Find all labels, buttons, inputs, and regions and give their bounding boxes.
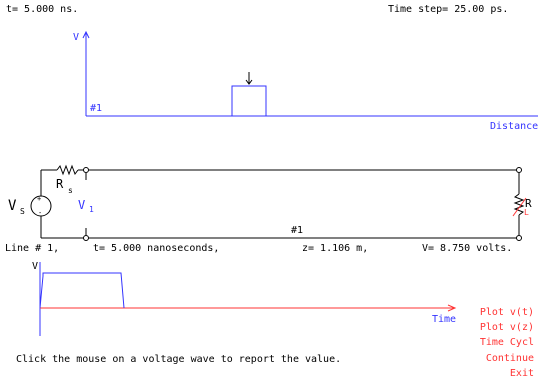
line-output-terminal-top — [516, 167, 522, 173]
time-readout: t= 5.000 ns. — [6, 4, 79, 15]
top-plot-voltage-wave — [86, 85, 267, 117]
line-output-terminal-bottom — [516, 235, 522, 241]
status-position: z= 1.106 m, — [302, 243, 369, 254]
series-resistor — [56, 164, 79, 176]
load-variable-arrow — [512, 197, 527, 217]
top-plot-pulse-marker-head — [245, 79, 253, 85]
line-input-terminal-top — [83, 167, 89, 173]
source-minus-sign: - — [38, 209, 42, 217]
top-plot-y-label: V — [73, 32, 80, 43]
source-plus-sign: + — [37, 195, 41, 203]
plot-vt-button[interactable]: Plot v(t) — [479, 307, 534, 318]
status-voltage: V= 8.750 volts. — [422, 243, 513, 254]
time-cycle-button[interactable]: Time Cycl — [479, 337, 534, 348]
load-label: R — [525, 197, 532, 210]
instruction-text: Click the mouse on a voltage wave to rep… — [16, 354, 342, 365]
status-line-number: Line # 1, — [5, 243, 60, 254]
bottom-plot-voltage-wave — [39, 272, 125, 309]
line-id-label: #1 — [291, 225, 304, 236]
line-voltage-label: V — [78, 198, 86, 212]
load-resistor — [513, 193, 525, 216]
load-label-subscript: L — [524, 208, 529, 217]
bottom-plot-x-label: Time — [432, 314, 457, 325]
top-plot-line-id: #1 — [90, 103, 103, 114]
circuit-schematic: + - — [30, 164, 527, 241]
top-plot-y-axis-arrow — [82, 30, 90, 39]
top-plot-x-label: Distance — [490, 121, 539, 132]
series-resistor-label: R — [56, 177, 64, 191]
plot-vz-button[interactable]: Plot v(z) — [479, 322, 534, 333]
line-voltage-label-subscript: 1 — [89, 205, 94, 214]
bottom-plot-time-axis-arrow — [447, 304, 457, 312]
source-label-subscript: S — [20, 207, 25, 216]
continue-button[interactable]: Continue — [485, 353, 534, 364]
time-step-readout: Time step= 25.00 ps. — [388, 4, 509, 15]
bottom-plot-y-label: V — [32, 261, 39, 272]
voltage-time-plot[interactable] — [39, 262, 457, 336]
exit-button[interactable]: Exit — [509, 368, 534, 379]
status-time: t= 5.000 nanoseconds, — [93, 243, 220, 254]
source-label: V — [8, 198, 17, 214]
line-input-terminal-bottom — [83, 235, 89, 241]
series-resistor-label-subscript: s — [68, 186, 73, 195]
voltage-distance-plot[interactable] — [82, 30, 538, 117]
